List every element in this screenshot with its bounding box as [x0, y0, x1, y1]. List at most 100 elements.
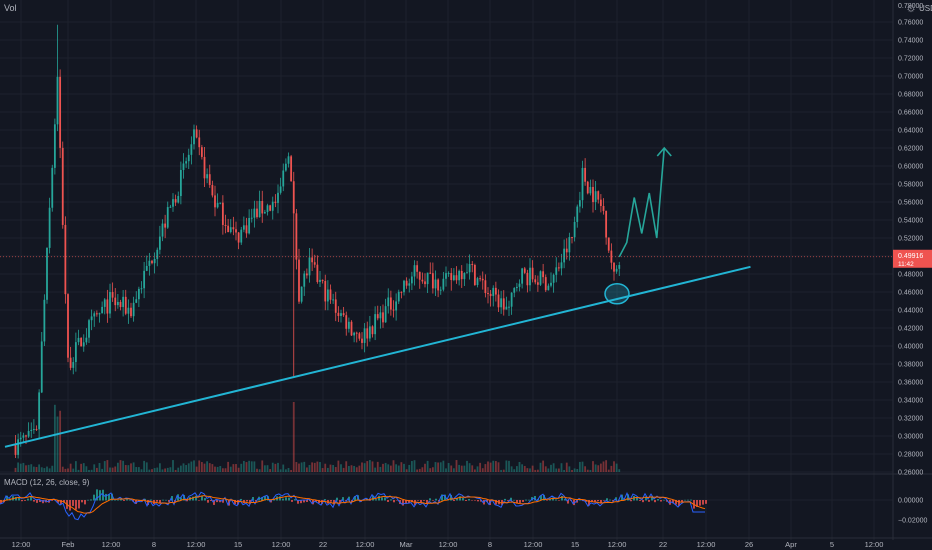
- volume-bar: [508, 460, 510, 472]
- candle-body: [544, 277, 547, 291]
- volume-bar: [413, 460, 416, 472]
- macd-histogram-bar: [120, 498, 122, 501]
- volume-bar: [613, 461, 615, 472]
- candle-body: [261, 200, 264, 214]
- candle-body: [592, 186, 594, 203]
- volume-bar: [51, 465, 54, 472]
- projection-arrowhead: [656, 146, 672, 157]
- drawing-overlays[interactable]: [0, 146, 893, 448]
- candle-body: [69, 357, 72, 368]
- candle-body: [22, 435, 25, 438]
- volume-bar: [219, 466, 222, 472]
- volume-bar: [576, 468, 579, 472]
- macd-histogram-bar: [168, 500, 170, 502]
- macd-histogram-bar: [681, 500, 683, 503]
- candle-body: [571, 237, 573, 239]
- volume-bar: [277, 462, 279, 472]
- macd-histogram-bar: [315, 500, 317, 502]
- volume-bar: [271, 462, 274, 472]
- volume-bar: [361, 462, 363, 472]
- candle-body: [80, 337, 83, 347]
- macd-histogram-bar: [306, 500, 308, 502]
- volume-bar: [30, 464, 33, 472]
- volume-bar: [308, 465, 311, 472]
- volume-bars: [14, 402, 621, 472]
- macd-histogram-bar: [420, 500, 422, 503]
- macd-histogram-bar: [261, 497, 263, 501]
- candle-body: [363, 328, 366, 343]
- macd-histogram-bar: [462, 498, 464, 501]
- macd-histogram-bar: [6, 495, 8, 501]
- macd-histogram-bar: [72, 500, 74, 506]
- candle-body: [455, 275, 458, 281]
- macd-histogram-bar: [393, 500, 395, 503]
- macd-histogram-bar: [249, 500, 251, 504]
- time-tick: 12:00: [608, 540, 627, 549]
- settings-gear-icon[interactable]: ⚙: [906, 4, 916, 15]
- volume-bar: [274, 463, 277, 472]
- candle-body: [618, 264, 621, 269]
- candle-body: [408, 283, 411, 286]
- volume-bar: [279, 469, 282, 472]
- macd-histogram-bar: [330, 500, 332, 502]
- volume-bar: [140, 469, 143, 472]
- macd-histogram-bar: [264, 496, 266, 501]
- volume-bar: [334, 467, 337, 472]
- macd-histogram-bar: [513, 499, 515, 501]
- volume-bar: [408, 464, 411, 472]
- macd-histogram-bar: [222, 500, 224, 503]
- volume-bar: [235, 464, 237, 472]
- candle-body: [500, 298, 503, 308]
- candle-body: [610, 250, 613, 263]
- volume-bar: [190, 461, 193, 472]
- volume-bar: [182, 463, 185, 472]
- volume-bar: [229, 466, 232, 472]
- candle-body: [458, 270, 461, 281]
- volume-bar: [536, 469, 539, 472]
- time-tick: 26: [745, 540, 753, 549]
- macd-histogram-bar: [546, 500, 548, 501]
- candle-body: [589, 186, 592, 194]
- candle-body: [219, 202, 222, 204]
- macd-histogram-bar: [213, 500, 215, 505]
- price-tick: 0.46000: [898, 290, 923, 297]
- volume-bar: [206, 461, 209, 472]
- macd-histogram-bar: [396, 500, 398, 501]
- candle-body: [542, 271, 545, 278]
- volume-bar: [487, 461, 489, 472]
- candle-body: [578, 200, 581, 207]
- macd-histogram-bar: [60, 500, 62, 505]
- volume-bar: [557, 468, 560, 472]
- candle-body: [358, 333, 361, 339]
- candle-body: [379, 312, 382, 319]
- macd-histogram-bar: [471, 500, 473, 501]
- price-tick: 0.44000: [898, 308, 923, 315]
- volume-bar: [599, 463, 602, 472]
- macd-histogram-bar: [294, 499, 296, 501]
- volume-bar: [458, 464, 461, 472]
- macd-histogram-bar: [474, 500, 476, 501]
- volume-bar: [353, 465, 356, 472]
- candle-body: [245, 225, 248, 234]
- candle-body: [98, 313, 101, 315]
- macd-histogram-bar: [387, 500, 389, 502]
- time-tick: Apr: [785, 540, 797, 549]
- candle-body: [397, 291, 400, 302]
- macd-histogram-bar: [324, 499, 326, 501]
- candle-body: [476, 278, 479, 286]
- candle-body: [235, 229, 237, 233]
- macd-histogram-bar: [444, 494, 446, 501]
- macd-histogram-bar: [615, 497, 617, 501]
- candle-body: [106, 299, 109, 314]
- macd-histogram-bar: [558, 500, 560, 501]
- volume-bar: [555, 468, 558, 472]
- volume-bar: [216, 466, 219, 472]
- projection-path: [618, 147, 666, 258]
- time-tick: 22: [659, 540, 667, 549]
- volume-bar: [195, 466, 198, 472]
- macd-histogram-bar: [51, 500, 53, 501]
- candle-body: [494, 287, 497, 295]
- candle-body: [269, 205, 272, 211]
- candle-body: [508, 306, 510, 308]
